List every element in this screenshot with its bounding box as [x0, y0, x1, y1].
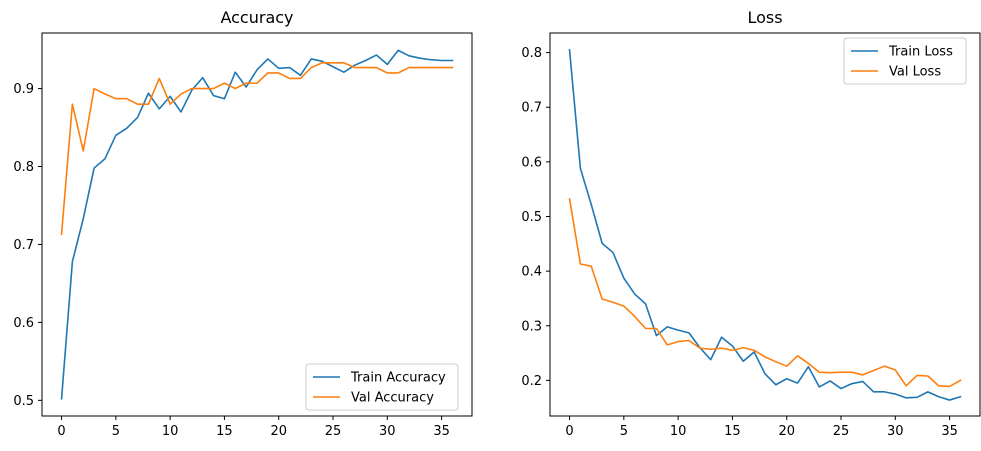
loss-y-tick-label: 0.4: [521, 265, 542, 280]
loss-chart-title: Loss: [747, 8, 782, 27]
loss-y-tick-label: 0.5: [521, 210, 542, 225]
accuracy-x-tick-label: 20: [270, 424, 287, 439]
train-accuracy-legend-label: Train Accuracy: [350, 371, 446, 386]
accuracy-y-tick-label: 0.5: [13, 394, 34, 409]
loss-axes-frame: [549, 32, 981, 417]
loss-legend-box: [843, 37, 967, 85]
accuracy-x-tick-label: 30: [379, 424, 396, 439]
val-accuracy-line: [60, 62, 454, 236]
accuracy-y-tick-label: 0.8: [13, 160, 34, 175]
loss-y-tick-label: 0.8: [521, 46, 542, 61]
accuracy-x-tick-label: 15: [216, 424, 233, 439]
accuracy-chart: Accuracy 0 5 10 15 20 25 30 35 0.5 0.6 0.7 0.8 0.9 Tra…: [13, 8, 473, 439]
loss-chart: Loss 0 5 10 15 20 25 30 35 0.2 0.3 0.4 0.5 0.6 0.7 0.8 T…: [521, 8, 981, 439]
accuracy-legend: Train Accuracy Val Accuracy: [305, 363, 459, 411]
loss-y-tick-label: 0.7: [521, 101, 542, 116]
loss-x-tick-label: 35: [941, 424, 958, 439]
val-accuracy-legend-label: Val Accuracy: [351, 391, 434, 406]
loss-x-tick-label: 10: [670, 424, 687, 439]
accuracy-x-tick-label: 35: [433, 424, 450, 439]
val-loss-line: [568, 198, 962, 388]
loss-legend: Train Loss Val Loss: [843, 37, 967, 85]
loss-x-tick-label: 0: [565, 424, 573, 439]
loss-x-tick-label: 25: [833, 424, 850, 439]
loss-x-tick-label: 20: [778, 424, 795, 439]
val-loss-legend-label: Val Loss: [889, 65, 941, 80]
accuracy-legend-box: [305, 363, 459, 411]
loss-x-tick-label: 30: [887, 424, 904, 439]
loss-x-tick-label: 15: [724, 424, 741, 439]
accuracy-y-tick-label: 0.6: [13, 316, 34, 331]
train-loss-line: [568, 49, 962, 401]
loss-y-tick-label: 0.2: [521, 374, 542, 389]
loss-y-tick-label: 0.6: [521, 155, 542, 170]
accuracy-y-tick-label: 0.7: [13, 238, 34, 253]
accuracy-x-tick-label: 5: [112, 424, 120, 439]
train-accuracy-line: [60, 49, 454, 400]
accuracy-axes-frame: [41, 32, 473, 417]
accuracy-y-tick-label: 0.9: [13, 82, 34, 97]
loss-x-tick-label: 5: [620, 424, 628, 439]
accuracy-x-tick-label: 25: [325, 424, 342, 439]
accuracy-x-tick-label: 0: [57, 424, 65, 439]
accuracy-x-tick-label: 10: [162, 424, 179, 439]
loss-y-tick-label: 0.3: [521, 319, 542, 334]
train-loss-legend-label: Train Loss: [888, 45, 953, 60]
accuracy-chart-title: Accuracy: [220, 8, 293, 27]
